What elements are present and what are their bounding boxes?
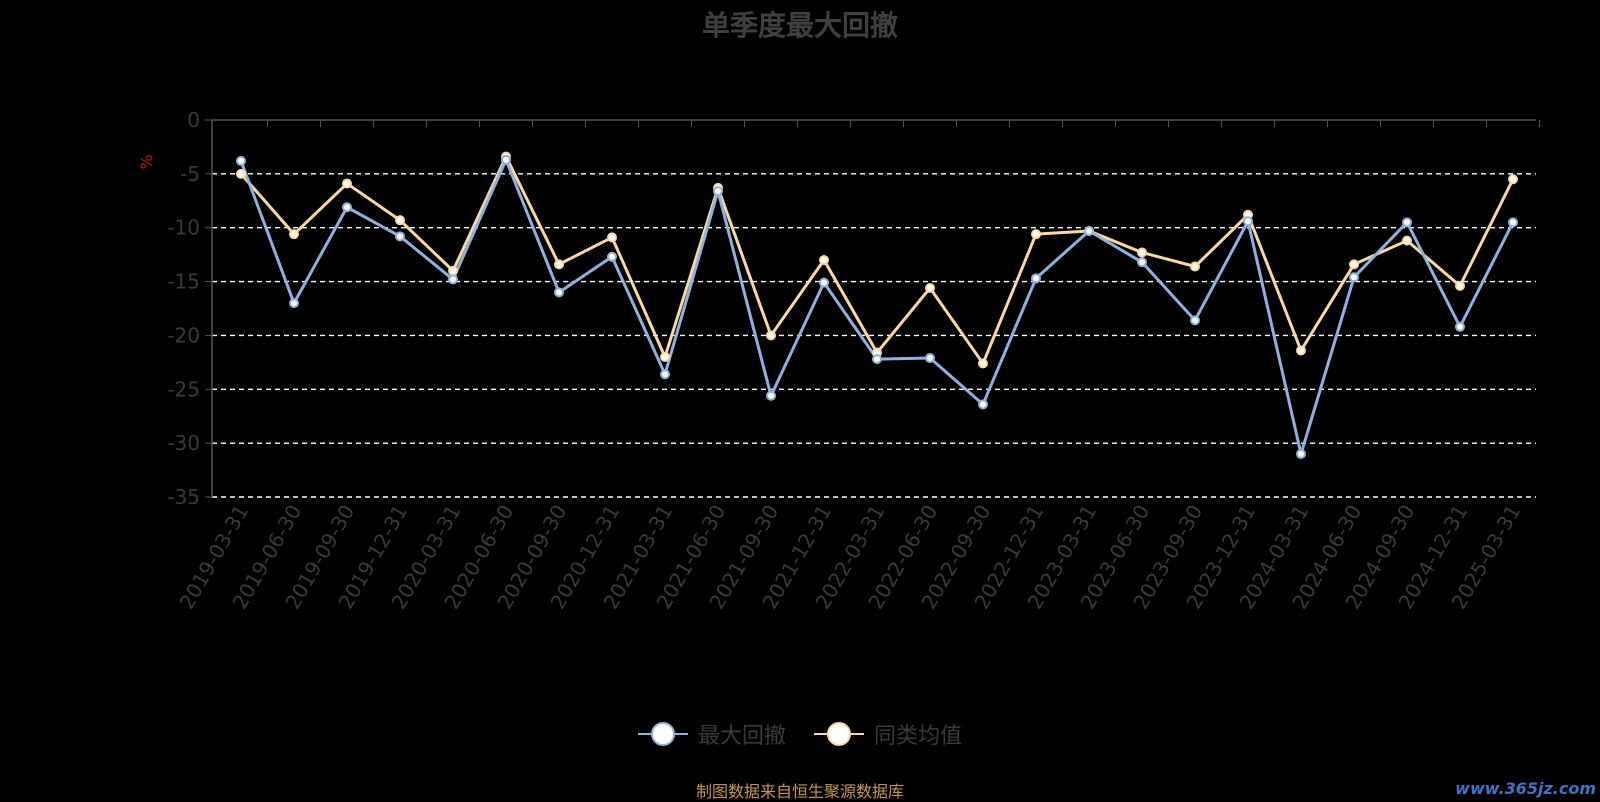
- data-point[interactable]: [1190, 315, 1200, 326]
- y-tick-label: -5: [180, 162, 200, 186]
- legend: 最大回撤 同类均值: [0, 718, 1600, 750]
- legend-item-peer-average[interactable]: 同类均值: [814, 718, 962, 750]
- legend-label-max-drawdown: 最大回撤: [697, 724, 786, 749]
- chart-title: 单季度最大回撤: [701, 9, 898, 42]
- data-point[interactable]: [660, 369, 670, 380]
- data-points: [236, 151, 1518, 459]
- data-point[interactable]: [766, 390, 776, 401]
- y-tick-label: -35: [167, 485, 200, 509]
- data-point[interactable]: [1243, 216, 1253, 227]
- source-note: 制图数据来自恒生聚源数据库: [695, 782, 904, 801]
- legend-swatch-peer-average: [814, 721, 864, 747]
- data-point[interactable]: [819, 277, 829, 288]
- data-point[interactable]: [501, 154, 511, 165]
- y-tick-label: -15: [167, 270, 200, 294]
- y-tick-label: -10: [167, 216, 200, 240]
- data-point[interactable]: [395, 215, 405, 226]
- y-tick-label: 0: [187, 108, 200, 132]
- data-point[interactable]: [1508, 174, 1518, 185]
- grid-lines: [212, 173, 1536, 498]
- data-point[interactable]: [395, 231, 405, 242]
- watermark: www.365jz.com: [1455, 779, 1596, 798]
- legend-item-max-drawdown[interactable]: 最大回撤: [637, 718, 786, 750]
- data-point[interactable]: [342, 202, 352, 213]
- data-point[interactable]: [1031, 273, 1041, 284]
- data-point[interactable]: [1031, 229, 1041, 240]
- data-point[interactable]: [554, 259, 564, 270]
- legend-swatch-max-drawdown: [637, 721, 688, 747]
- data-point[interactable]: [1349, 259, 1359, 270]
- data-point[interactable]: [872, 354, 882, 365]
- legend-label-peer-average: 同类均值: [874, 724, 963, 749]
- data-point[interactable]: [289, 298, 299, 309]
- y-tick-label: -30: [167, 431, 200, 455]
- data-point[interactable]: [978, 399, 988, 410]
- data-point[interactable]: [1296, 448, 1306, 459]
- y-axis-label: %: [137, 154, 156, 169]
- data-point[interactable]: [1402, 217, 1412, 228]
- data-point[interactable]: [236, 168, 246, 179]
- data-point[interactable]: [607, 232, 617, 243]
- data-point[interactable]: [660, 351, 670, 362]
- data-point[interactable]: [554, 287, 564, 298]
- y-tick-label: -20: [167, 323, 200, 347]
- data-point[interactable]: [448, 265, 458, 276]
- data-point[interactable]: [1402, 235, 1412, 246]
- data-point[interactable]: [1508, 217, 1518, 228]
- data-point[interactable]: [607, 251, 617, 262]
- data-point[interactable]: [1455, 321, 1465, 332]
- data-point[interactable]: [1190, 261, 1200, 272]
- data-point[interactable]: [713, 186, 723, 197]
- data-point[interactable]: [925, 283, 935, 294]
- data-point[interactable]: [978, 358, 988, 369]
- data-point[interactable]: [766, 330, 776, 341]
- series-line-0: [239, 158, 1515, 456]
- data-point[interactable]: [1455, 280, 1465, 291]
- data-point[interactable]: [1084, 225, 1094, 236]
- data-point[interactable]: [289, 229, 299, 240]
- series-line-1: [239, 155, 1515, 365]
- data-point[interactable]: [819, 255, 829, 266]
- data-point[interactable]: [1349, 272, 1359, 283]
- data-point[interactable]: [342, 178, 352, 189]
- data-point[interactable]: [1296, 345, 1306, 356]
- data-point[interactable]: [925, 353, 935, 364]
- data-point[interactable]: [236, 155, 246, 166]
- y-tick-label: -25: [167, 377, 200, 401]
- series-lines: [239, 155, 1515, 456]
- data-point[interactable]: [1137, 257, 1147, 268]
- data-point[interactable]: [1137, 247, 1147, 258]
- data-point[interactable]: [448, 274, 458, 285]
